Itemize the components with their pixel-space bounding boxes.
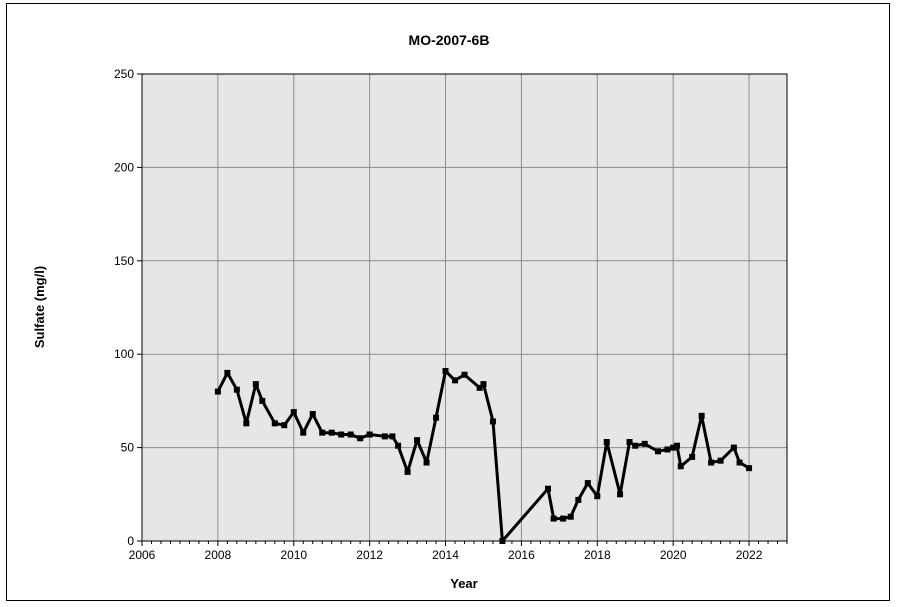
data-point (290, 409, 297, 416)
data-point (476, 384, 483, 391)
x-tick-label: 2010 (280, 548, 307, 562)
data-point (708, 459, 715, 466)
data-point (389, 433, 396, 440)
x-tick-label: 2012 (356, 548, 383, 562)
data-point (452, 377, 459, 384)
y-tick-labels: 0 50 100 150 200 250 (114, 67, 134, 548)
data-point (423, 459, 430, 466)
y-tick-label: 0 (127, 534, 134, 548)
data-point (617, 491, 624, 498)
data-point (480, 381, 487, 388)
data-point (347, 431, 354, 438)
y-tick-label: 200 (114, 160, 134, 174)
data-point (575, 496, 582, 503)
x-tick-label: 2008 (205, 548, 232, 562)
data-point (717, 457, 724, 464)
data-point (655, 448, 661, 455)
x-ticks (141, 541, 788, 546)
data-point (233, 386, 240, 393)
x-tick-label: 2022 (736, 548, 763, 562)
data-point (698, 412, 705, 419)
data-point (603, 438, 610, 445)
y-tick-label: 150 (114, 254, 134, 268)
data-point (584, 480, 591, 487)
data-point (300, 429, 307, 436)
data-point (550, 515, 557, 522)
chart-title: MO-2007-6B (409, 32, 490, 48)
data-point (736, 459, 743, 466)
data-point (677, 463, 684, 470)
data-point (664, 446, 671, 453)
data-point (414, 437, 421, 444)
data-point (328, 429, 335, 436)
y-tick-label: 50 (121, 441, 135, 455)
data-point (366, 431, 373, 438)
data-point (309, 410, 316, 417)
data-point (560, 515, 567, 522)
data-point (632, 442, 639, 449)
data-point (381, 433, 388, 440)
x-tick-label: 2014 (432, 548, 459, 562)
data-point (670, 444, 677, 451)
data-point (224, 369, 231, 376)
data-point (626, 438, 633, 445)
data-point (489, 418, 496, 425)
plot-area (142, 74, 787, 541)
data-point (499, 538, 506, 544)
y-tick-label: 250 (114, 67, 134, 81)
data-point (442, 368, 449, 375)
data-point (673, 442, 680, 449)
data-point (395, 442, 402, 449)
data-point (433, 414, 440, 421)
series-layer (214, 368, 753, 544)
data-point (544, 485, 551, 492)
data-point (252, 381, 259, 388)
data-point (357, 435, 364, 442)
y-axis-label: Sulfate (mg/l) (32, 266, 47, 348)
data-point (319, 429, 326, 436)
data-point (259, 397, 266, 404)
data-point (404, 468, 411, 475)
data-point (281, 422, 288, 429)
data-point (461, 371, 468, 378)
data-point (243, 420, 250, 427)
data-point (594, 493, 601, 500)
data-point (567, 513, 574, 520)
x-tick-labels: 2006 2008 2010 2012 2014 2016 2018 2020 2022 (129, 548, 763, 562)
x-tick-label: 2016 (508, 548, 535, 562)
x-tick-label: 2018 (584, 548, 611, 562)
data-point (746, 465, 753, 472)
x-tick-label: 2006 (129, 548, 156, 562)
data-point (730, 444, 737, 451)
data-point (689, 453, 696, 460)
data-point (214, 388, 221, 395)
y-ticks (137, 73, 142, 542)
y-tick-label: 100 (114, 347, 134, 361)
data-point (271, 420, 278, 427)
data-point (338, 431, 345, 438)
x-tick-label: 2020 (660, 548, 687, 562)
x-gridlines (217, 74, 750, 541)
data-point (641, 440, 648, 447)
x-axis-label: Year (450, 576, 477, 591)
